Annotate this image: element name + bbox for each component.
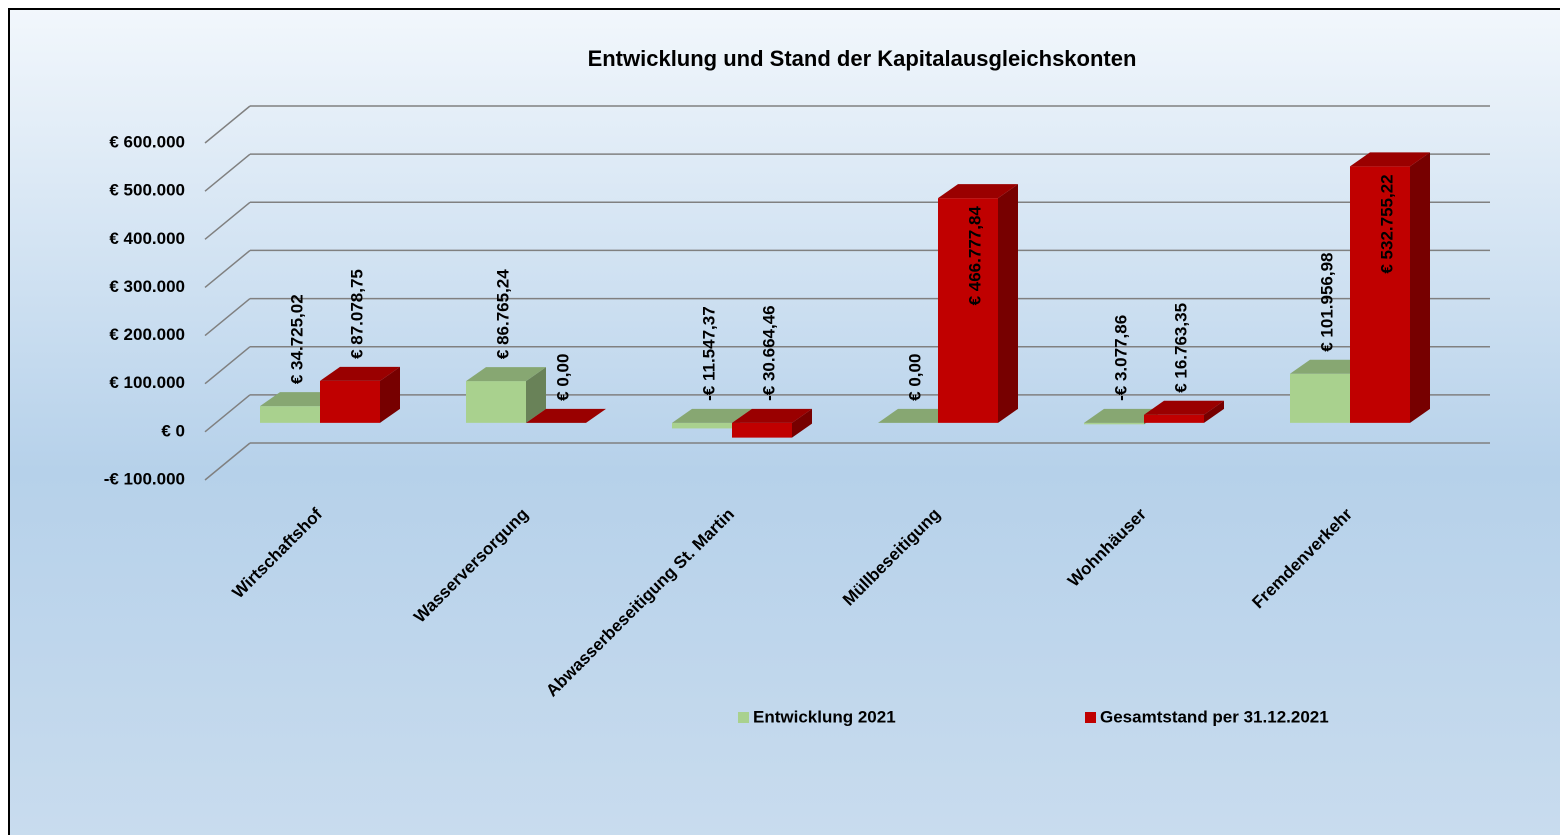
data-label: € 34.725,02: [287, 294, 306, 384]
y-tick-label: -€ 100.000: [104, 469, 185, 488]
grid-line: [204, 346, 251, 385]
bar-top: [938, 184, 1018, 199]
bar-side: [792, 408, 812, 438]
grid-line: [204, 153, 251, 192]
legend-label: Entwicklung 2021: [753, 707, 896, 726]
bar-top: [466, 367, 546, 382]
bar-side: [380, 366, 400, 423]
bar-side: [526, 367, 546, 423]
chart-title: Entwicklung und Stand der Kapitalausglei…: [588, 46, 1137, 71]
data-label: € 101.956,98: [1317, 253, 1336, 352]
bar-top: [732, 408, 812, 423]
legend-swatch: [1085, 712, 1096, 723]
data-label: -€ 30.664,46: [759, 305, 778, 400]
data-label: € 87.078,75: [347, 269, 366, 359]
data-label: € 0,00: [905, 354, 924, 401]
grid-line: [204, 249, 251, 289]
data-label: € 16.763,35: [1171, 303, 1190, 393]
data-label: -€ 11.547,37: [699, 306, 718, 401]
bar-side: [1410, 152, 1430, 423]
bar-top: [1144, 400, 1224, 415]
data-label: -€ 3.077,86: [1111, 315, 1130, 401]
bar-top: [526, 408, 606, 423]
y-tick-label: € 600.000: [109, 132, 185, 151]
bar: [1350, 166, 1410, 423]
bar: [732, 422, 792, 438]
bar-side: [1204, 400, 1224, 423]
y-tick-label: € 0: [161, 421, 185, 440]
bar: [1290, 373, 1350, 423]
bar-top: [672, 408, 752, 423]
data-label: € 0,00: [553, 354, 572, 401]
grid-line: [204, 201, 251, 240]
bar-top: [1350, 152, 1430, 167]
bar-side: [998, 184, 1018, 423]
bar: [938, 198, 998, 423]
grid-line: [204, 394, 251, 433]
grid-line: [204, 442, 251, 481]
data-label: € 86.765,24: [493, 269, 512, 359]
y-tick-label: € 500.000: [109, 181, 185, 200]
bar: [320, 380, 380, 423]
y-tick-label: € 300.000: [109, 277, 185, 296]
data-label: € 466.777,84: [965, 206, 984, 306]
y-tick-label: € 400.000: [109, 229, 185, 248]
bar: [672, 422, 732, 429]
bar: [466, 381, 526, 423]
bar: [1144, 414, 1204, 423]
y-tick-label: € 200.000: [109, 325, 185, 344]
grid-line: [204, 297, 251, 337]
data-label: € 532.755,22: [1377, 174, 1396, 273]
bar: [1084, 422, 1144, 425]
bar: [260, 406, 320, 423]
legend-swatch: [738, 712, 749, 723]
grid-line: [204, 105, 251, 144]
bar-top: [320, 366, 400, 381]
y-tick-label: € 100.000: [109, 373, 185, 392]
legend-label: Gesamtstand per 31.12.2021: [1100, 707, 1329, 726]
